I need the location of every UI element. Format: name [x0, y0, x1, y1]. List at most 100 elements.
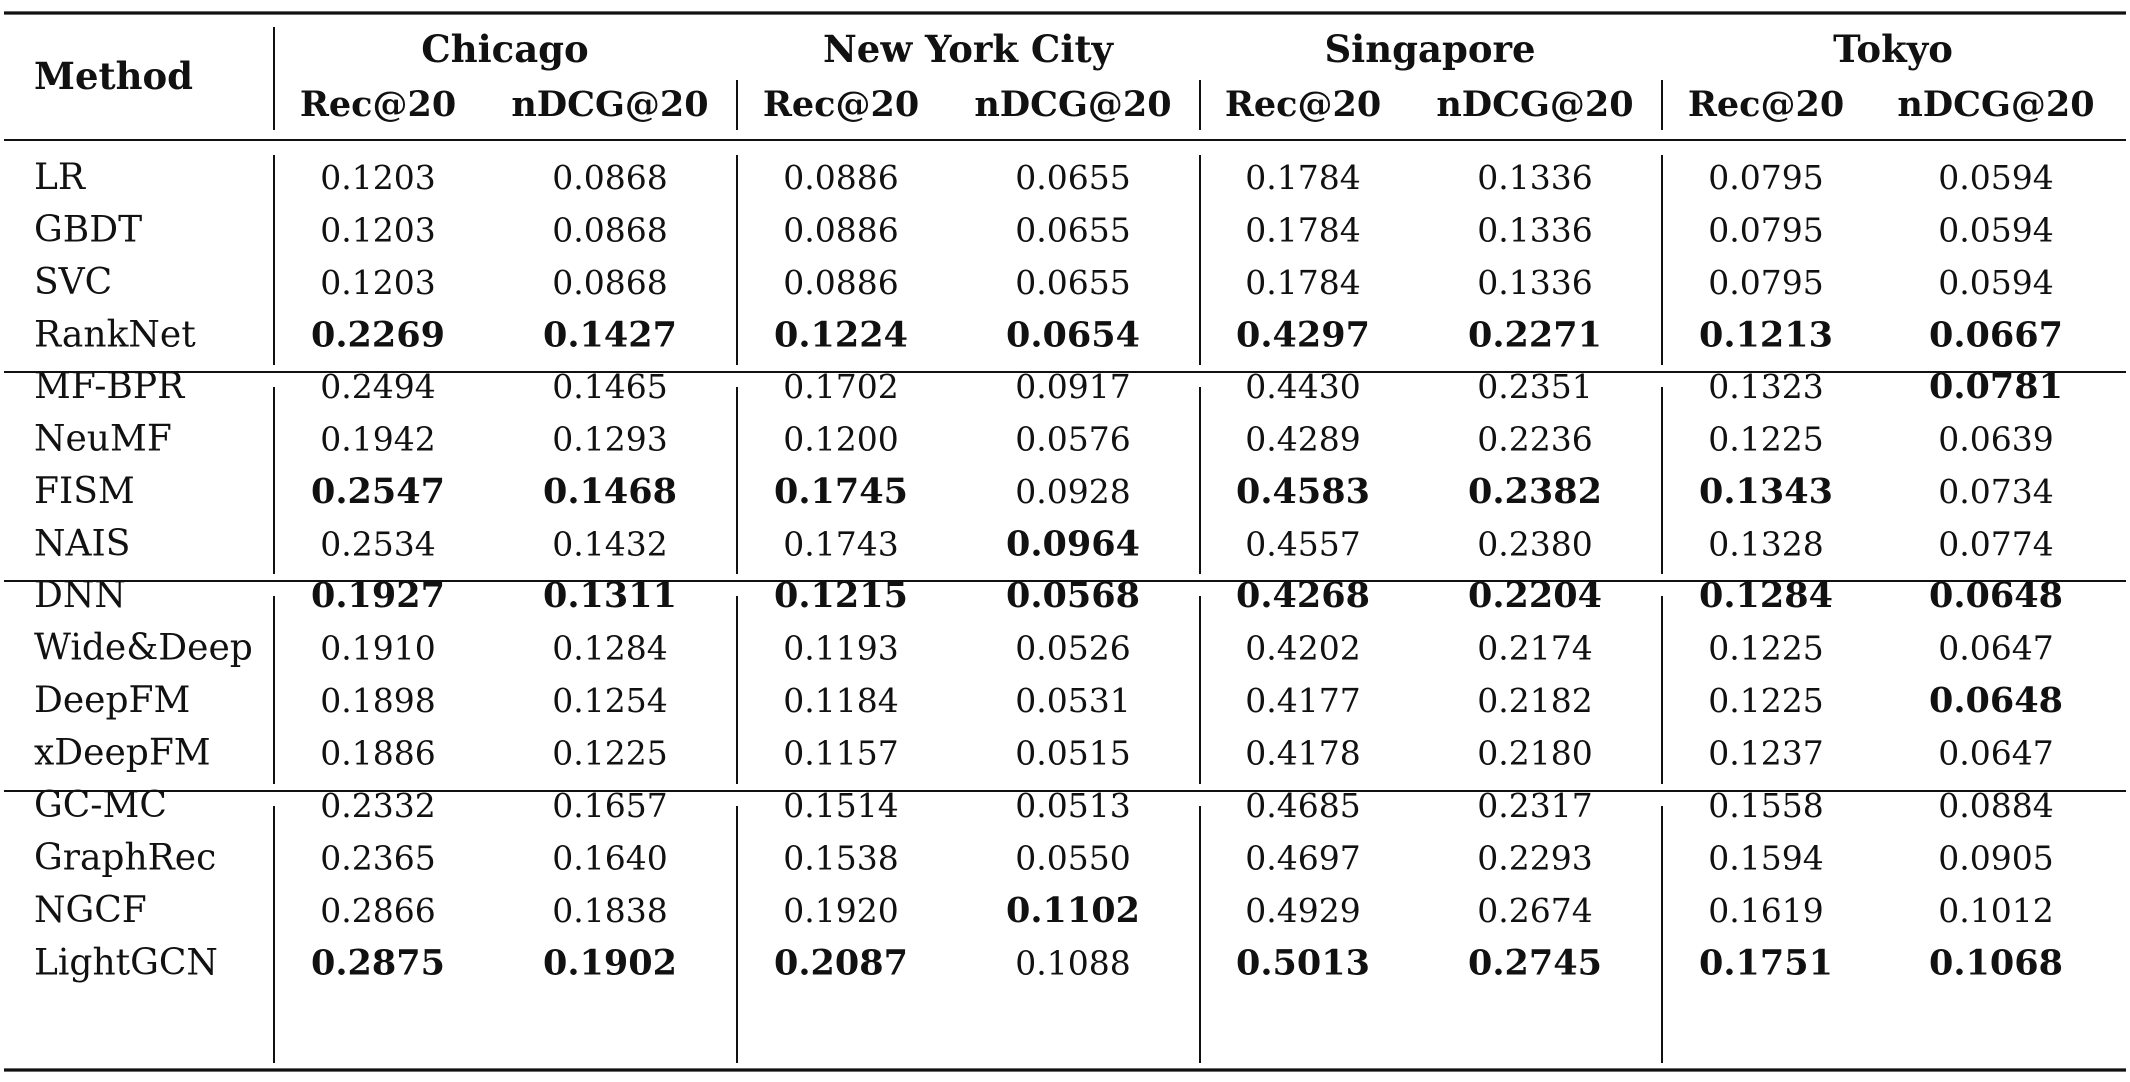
- value-cell: 0.1215: [774, 575, 908, 616]
- value-cell: 0.2351: [1477, 367, 1592, 406]
- value-cell: 0.0774: [1938, 525, 2053, 564]
- value-cell: 0.2087: [774, 943, 908, 984]
- value-cell: 0.1838: [552, 891, 667, 930]
- value-cell: 0.1225: [1708, 420, 1823, 459]
- metric-header-1-0: Rec@20: [763, 84, 919, 125]
- method-cell: DNN: [34, 575, 126, 616]
- value-cell: 0.4430: [1245, 367, 1360, 406]
- value-cell: 0.0513: [1015, 786, 1130, 825]
- value-cell: 0.0868: [552, 263, 667, 302]
- method-cell: MF-BPR: [34, 366, 185, 407]
- value-cell: 0.2745: [1468, 943, 1602, 984]
- value-cell: 0.2180: [1477, 734, 1592, 773]
- value-cell: 0.2382: [1468, 471, 1602, 512]
- value-cell: 0.1184: [783, 681, 898, 720]
- value-cell: 0.1068: [1929, 943, 2063, 984]
- value-cell: 0.0648: [1929, 680, 2063, 721]
- value-cell: 0.1102: [1006, 890, 1140, 931]
- value-cell: 0.1225: [552, 734, 667, 773]
- value-cell: 0.0964: [1006, 524, 1140, 565]
- method-cell: xDeepFM: [34, 733, 211, 774]
- value-cell: 0.1336: [1477, 158, 1592, 197]
- value-cell: 0.1784: [1245, 158, 1360, 197]
- value-cell: 0.1225: [1708, 629, 1823, 668]
- value-cell: 0.1743: [783, 525, 898, 564]
- value-cell: 0.4929: [1245, 891, 1360, 930]
- value-cell: 0.2365: [320, 839, 435, 878]
- value-cell: 0.1657: [552, 786, 667, 825]
- value-cell: 0.4268: [1236, 575, 1370, 616]
- value-cell: 0.2269: [311, 315, 445, 356]
- value-cell: 0.1594: [1708, 839, 1823, 878]
- method-cell: SVC: [34, 262, 112, 303]
- method-cell: NeuMF: [34, 419, 172, 460]
- value-cell: 0.2271: [1468, 315, 1602, 356]
- method-cell: GBDT: [34, 210, 142, 251]
- value-cell: 0.1558: [1708, 786, 1823, 825]
- value-cell: 0.0594: [1938, 211, 2053, 250]
- value-cell: 0.0655: [1015, 263, 1130, 302]
- method-cell: LightGCN: [34, 943, 218, 984]
- metric-header-0-0: Rec@20: [300, 84, 456, 125]
- value-cell: 0.0550: [1015, 839, 1130, 878]
- value-cell: 0.0795: [1708, 263, 1823, 302]
- method-cell: FISM: [34, 471, 135, 512]
- value-cell: 0.1311: [543, 575, 677, 616]
- metric-header-1-1: nDCG@20: [974, 84, 1171, 125]
- value-cell: 0.0647: [1938, 734, 2053, 773]
- value-cell: 0.1432: [552, 525, 667, 564]
- value-cell: 0.2317: [1477, 786, 1592, 825]
- value-cell: 0.1751: [1699, 943, 1833, 984]
- value-cell: 0.1254: [552, 681, 667, 720]
- city-header-2: Singapore: [1324, 27, 1535, 71]
- value-cell: 0.2293: [1477, 839, 1592, 878]
- method-cell: NGCF: [34, 890, 147, 931]
- value-cell: 0.0654: [1006, 315, 1140, 356]
- value-cell: 0.0655: [1015, 158, 1130, 197]
- value-cell: 0.4697: [1245, 839, 1360, 878]
- value-cell: 0.1619: [1708, 891, 1823, 930]
- value-cell: 0.1784: [1245, 263, 1360, 302]
- value-cell: 0.0647: [1938, 629, 2053, 668]
- value-cell: 0.4202: [1245, 629, 1360, 668]
- value-cell: 0.2236: [1477, 420, 1592, 459]
- value-cell: 0.1886: [320, 734, 435, 773]
- value-cell: 0.1910: [320, 629, 435, 668]
- city-header-0: Chicago: [421, 27, 588, 71]
- method-cell: LR: [34, 157, 86, 198]
- value-cell: 0.1012: [1938, 891, 2053, 930]
- value-cell: 0.4178: [1245, 734, 1360, 773]
- value-cell: 0.0526: [1015, 629, 1130, 668]
- value-cell: 0.0515: [1015, 734, 1130, 773]
- value-cell: 0.1193: [783, 629, 898, 668]
- value-cell: 0.0886: [783, 211, 898, 250]
- value-cell: 0.0648: [1929, 575, 2063, 616]
- value-cell: 0.1784: [1245, 211, 1360, 250]
- value-cell: 0.1323: [1708, 367, 1823, 406]
- value-cell: 0.1237: [1708, 734, 1823, 773]
- value-cell: 0.1213: [1699, 315, 1833, 356]
- value-cell: 0.0568: [1006, 575, 1140, 616]
- value-cell: 0.1898: [320, 681, 435, 720]
- value-cell: 0.0667: [1929, 315, 2063, 356]
- value-cell: 0.1336: [1477, 263, 1592, 302]
- metric-header-2-1: nDCG@20: [1436, 84, 1633, 125]
- value-cell: 0.1284: [1699, 575, 1833, 616]
- value-cell: 0.0576: [1015, 420, 1130, 459]
- value-cell: 0.1225: [1708, 681, 1823, 720]
- value-cell: 0.1902: [543, 943, 677, 984]
- method-cell: RankNet: [34, 315, 196, 356]
- value-cell: 0.1203: [320, 211, 435, 250]
- value-cell: 0.1465: [552, 367, 667, 406]
- metric-header-3-1: nDCG@20: [1897, 84, 2094, 125]
- value-cell: 0.2674: [1477, 891, 1592, 930]
- value-cell: 0.1343: [1699, 471, 1833, 512]
- value-cell: 0.4557: [1245, 525, 1360, 564]
- city-header-3: Tokyo: [1833, 27, 1953, 71]
- value-cell: 0.1293: [552, 420, 667, 459]
- value-cell: 0.2547: [311, 471, 445, 512]
- value-cell: 0.1702: [783, 367, 898, 406]
- value-cell: 0.2866: [320, 891, 435, 930]
- value-cell: 0.1336: [1477, 211, 1592, 250]
- value-cell: 0.1468: [543, 471, 677, 512]
